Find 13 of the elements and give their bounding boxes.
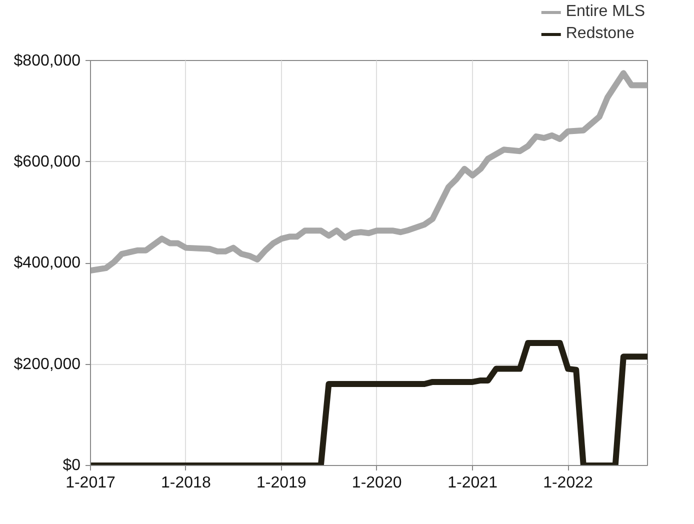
legend-label: Redstone [566, 25, 634, 43]
y-tick-label: $400,000 [14, 254, 81, 272]
y-tick-label: $600,000 [14, 153, 81, 170]
x-tick-label: 1-2021 [448, 474, 498, 492]
x-tick-label: 1-2022 [543, 474, 594, 492]
y-tick-label: $800,000 [14, 52, 81, 70]
x-tick-label: 1-2020 [352, 474, 402, 492]
legend-label: Entire MLS [566, 3, 645, 21]
x-tick-label: 1-2019 [256, 474, 306, 492]
y-tick-label: $200,000 [14, 356, 81, 373]
x-tick-label: 1-2018 [161, 474, 211, 492]
y-tick-label: $0 [62, 457, 81, 474]
x-tick-label: 1-2017 [66, 474, 116, 492]
